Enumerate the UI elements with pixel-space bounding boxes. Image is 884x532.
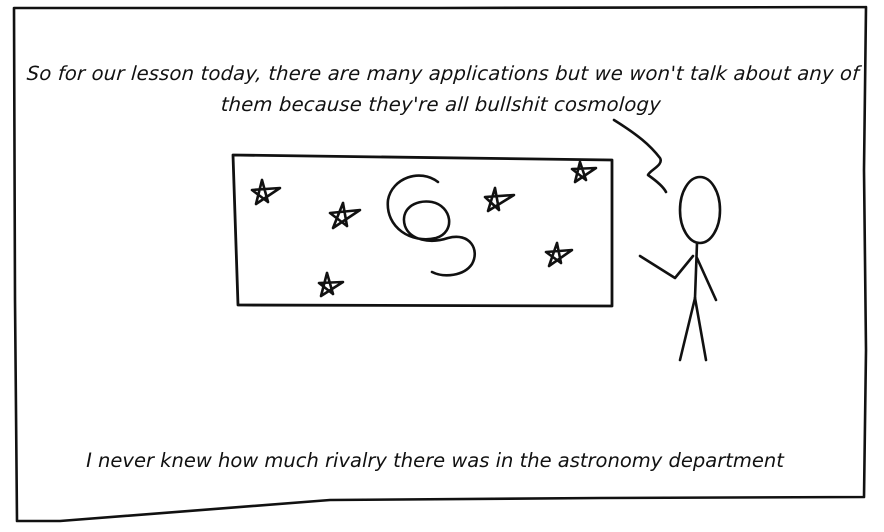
figure-leg-right — [693, 296, 708, 362]
star-icon — [570, 160, 598, 184]
figure-arm-down — [695, 256, 718, 302]
caption-text: I never knew how much rivalry there was … — [86, 449, 784, 472]
galaxy-spiral-icon — [386, 174, 477, 277]
figure-arm-pointing — [638, 254, 695, 280]
stick-figure — [638, 175, 722, 362]
figure-head — [678, 175, 722, 245]
star-icon — [544, 241, 574, 268]
star-icon — [328, 201, 362, 230]
star-icon — [483, 186, 516, 213]
star-icon — [250, 178, 282, 206]
panel-border — [12, 5, 868, 523]
speech-text: So for our lesson today, there are many … — [26, 62, 861, 116]
projection-screen — [231, 153, 614, 308]
star-icon — [317, 271, 345, 298]
figure-leg-left — [678, 296, 697, 362]
figure-body — [693, 241, 699, 300]
speech-tail — [612, 118, 668, 194]
